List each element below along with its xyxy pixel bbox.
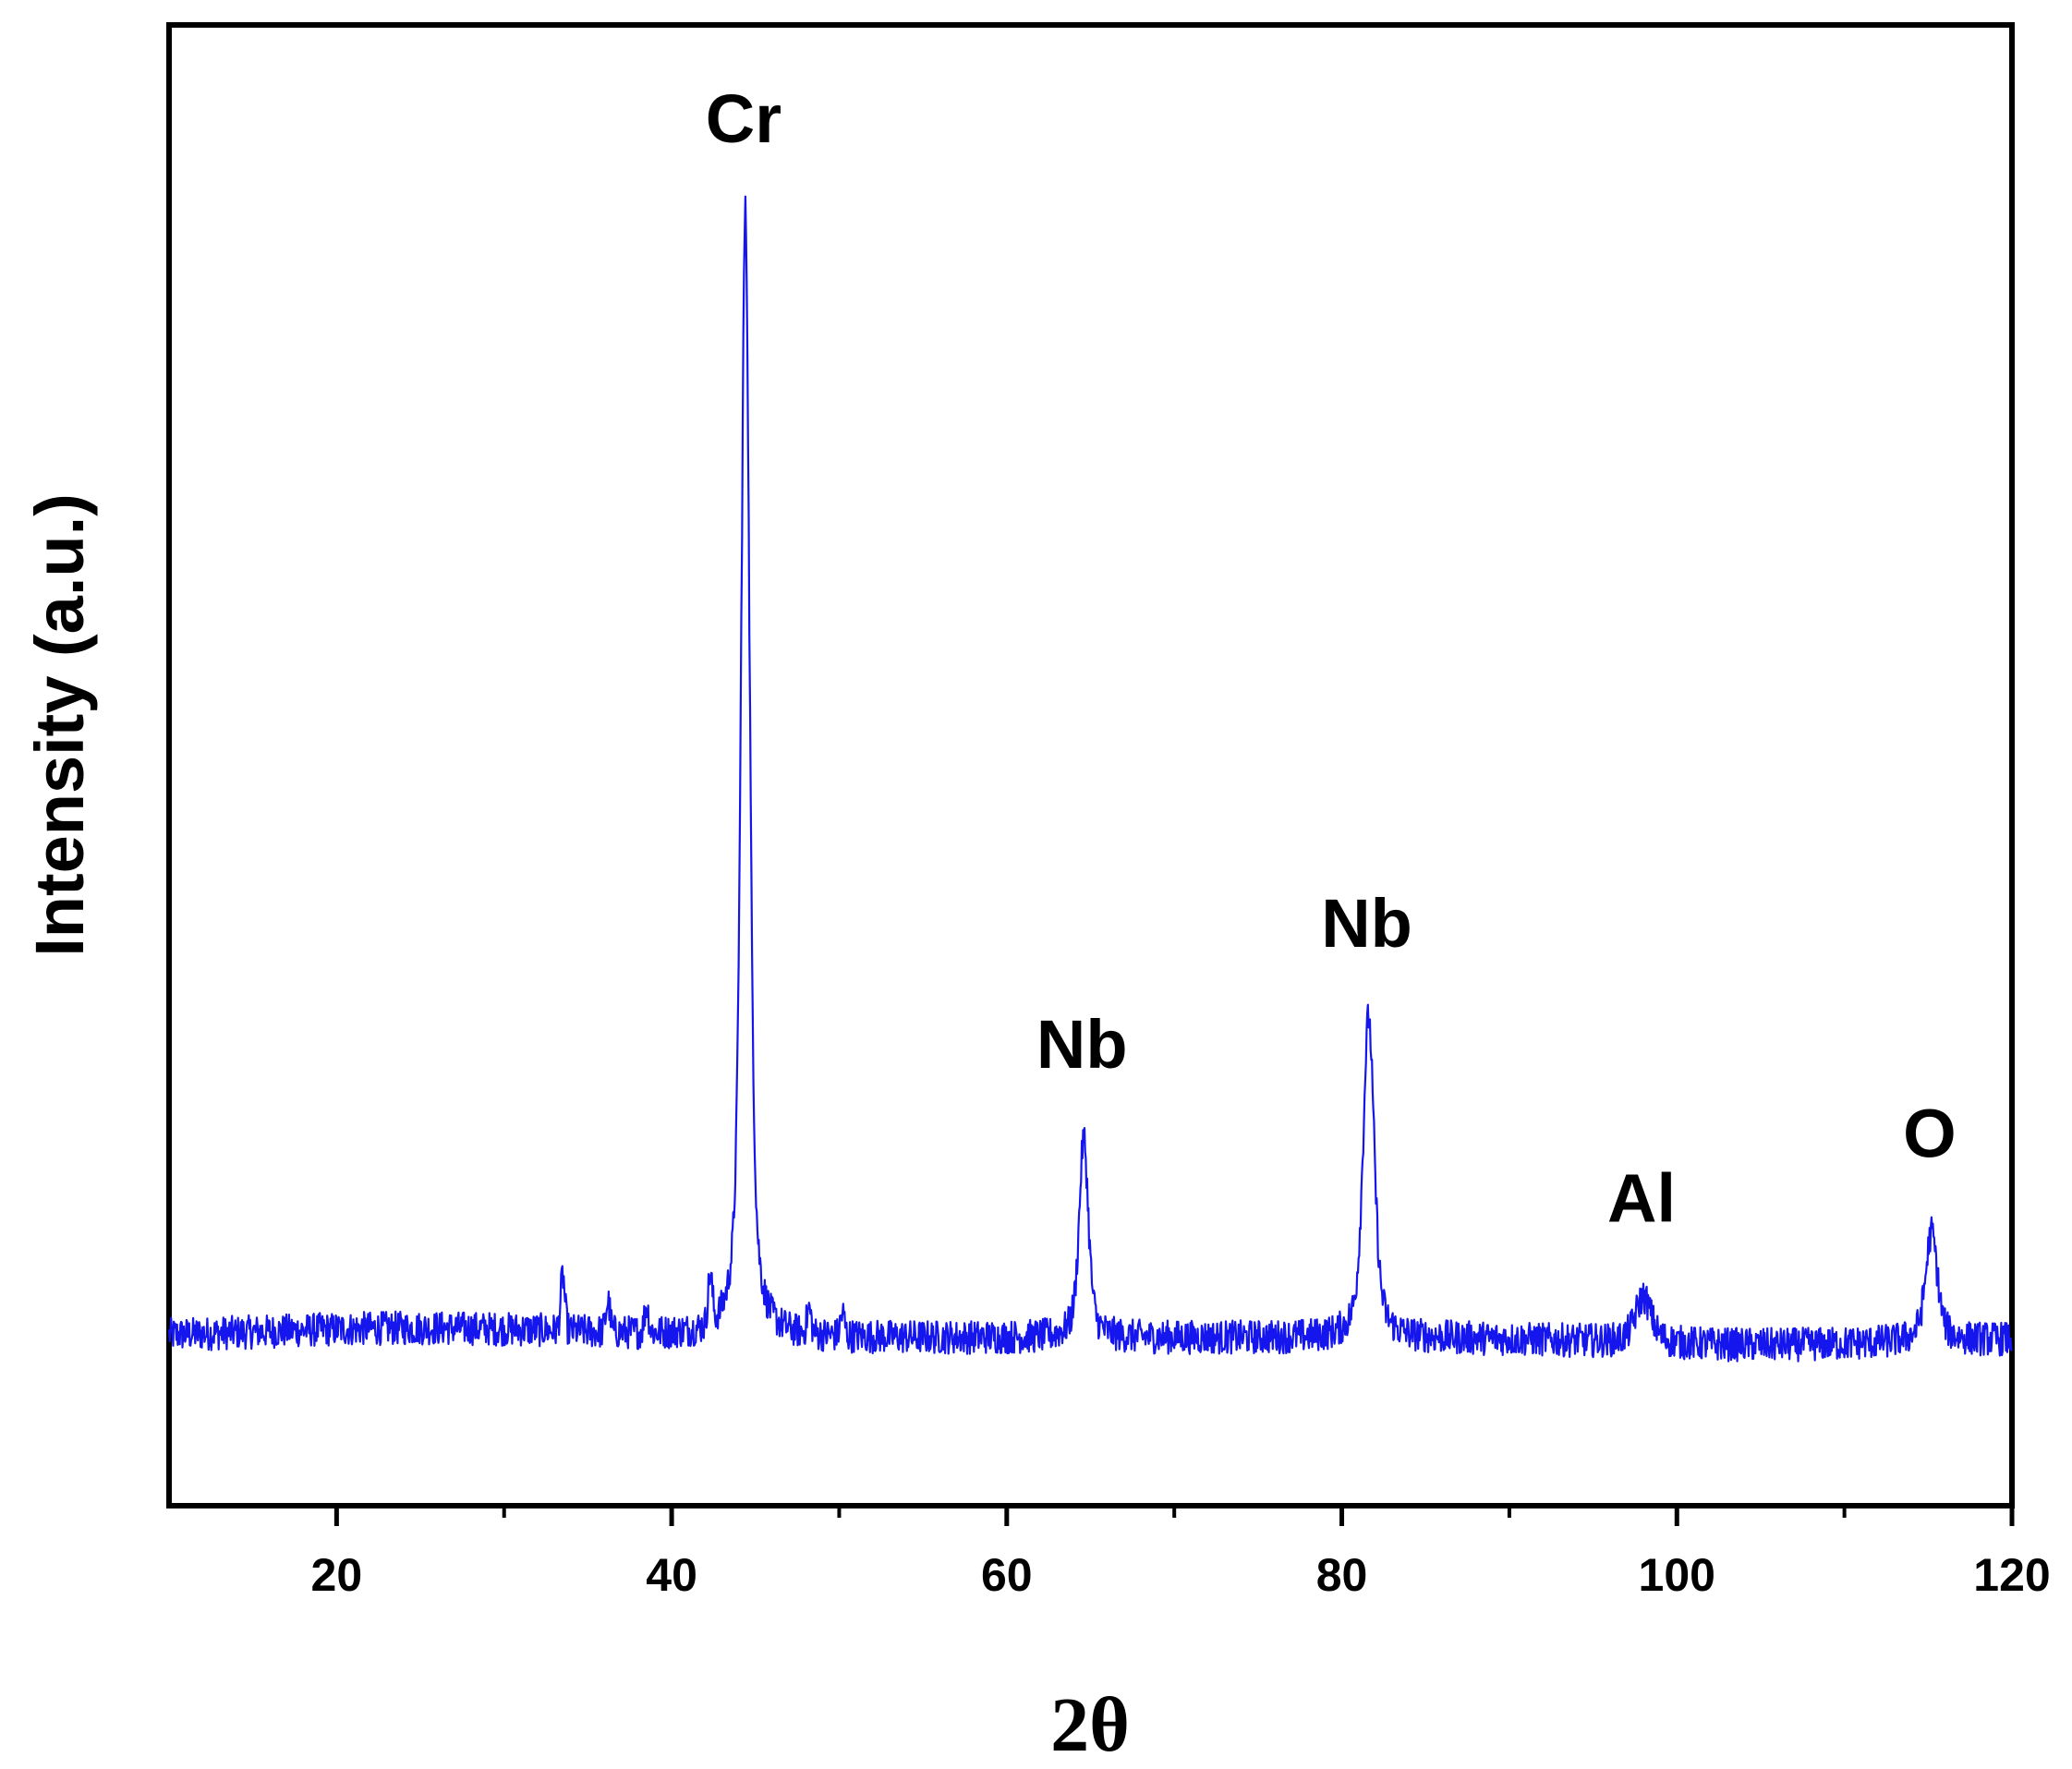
- x-tick-label: 60: [981, 1549, 1033, 1601]
- x-tick-label: 120: [1973, 1549, 2050, 1601]
- peak-label: Cr: [706, 80, 782, 157]
- x-axis-label: 2θ: [1050, 1682, 1130, 1768]
- peak-label: O: [1903, 1095, 1957, 1171]
- peak-label: Nb: [1036, 1006, 1128, 1083]
- x-axis-ticks: [333, 1506, 2015, 1526]
- x-tick-label: 100: [1639, 1549, 1715, 1601]
- y-axis-label: Intensity (a.u.): [21, 493, 98, 957]
- x-tick-label: 40: [646, 1549, 697, 1601]
- spectrum-line: [167, 195, 2013, 1363]
- x-tick-label: 20: [311, 1549, 363, 1601]
- x-tick-label: 80: [1316, 1549, 1368, 1601]
- peak-label: Al: [1607, 1160, 1676, 1237]
- plot-frame: [166, 22, 2015, 1508]
- peak-labels: Cr Nb Nb Al O: [706, 80, 1957, 1237]
- peak-label: Nb: [1321, 885, 1412, 962]
- x-axis-tick-labels: 20 40 60 80 100 120: [311, 1549, 2051, 1601]
